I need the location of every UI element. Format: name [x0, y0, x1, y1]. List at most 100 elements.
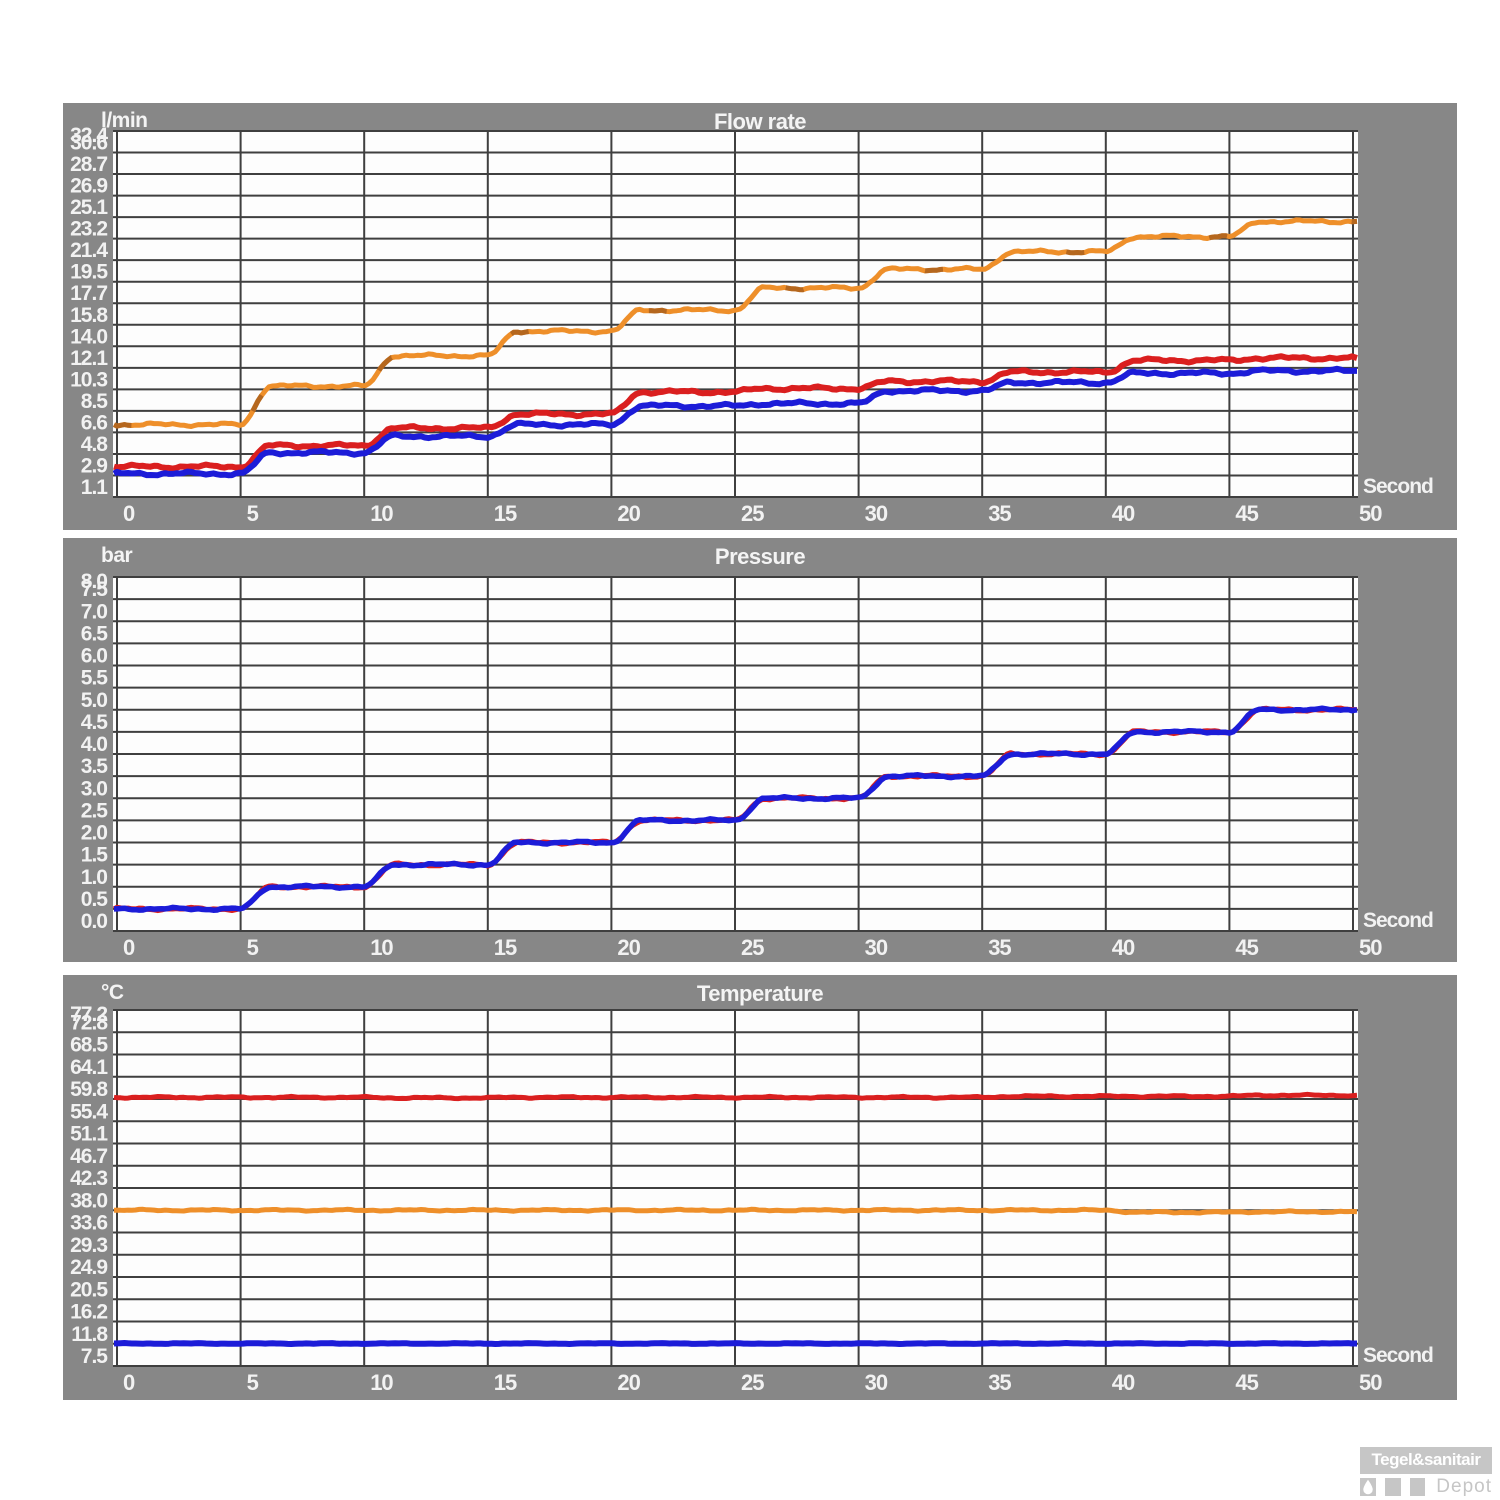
flow-rate-title: Flow rate	[713, 109, 807, 134]
x-tick-label: 45	[1235, 935, 1258, 960]
y-tick-label: 29.3	[70, 1234, 107, 1257]
y-tick-label: 7.5	[81, 1345, 109, 1368]
x-tick-label: 15	[494, 935, 517, 960]
y-tick-label: 14.0	[70, 325, 107, 348]
x-tick-label: 10	[370, 1370, 393, 1395]
series-lines	[113, 217, 1358, 479]
x-tick-label: 20	[617, 501, 640, 526]
orange-line	[113, 217, 1358, 429]
y-tick-label: 77.2	[70, 1003, 107, 1026]
pressure-unit-label: bar	[101, 544, 133, 567]
y-tick-label: 3.5	[81, 755, 109, 778]
y-tick-label: 10.3	[70, 368, 107, 391]
x-tick-label: 15	[494, 1370, 517, 1395]
x-tick-label: 50	[1359, 1370, 1382, 1395]
y-tick-label: 4.0	[81, 733, 108, 756]
x-axis-unit-label: Second	[1363, 475, 1433, 498]
y-tick-label: 8.0	[81, 570, 108, 593]
y-tick-label: 7.0	[81, 600, 108, 623]
pressure-chart: 0.00.51.01.52.02.53.03.54.04.55.05.56.06…	[81, 570, 1434, 960]
blue-line	[113, 1340, 1357, 1347]
x-tick-label: 10	[370, 501, 393, 526]
temperature-panel: °C Temperature 7.5 11.8 16.2 20.5 24.9 29.3 33…	[63, 975, 1457, 1400]
y-tick-label: 1.1	[81, 476, 109, 499]
x-tick-label: 15	[494, 501, 517, 526]
x-tick-label: 40	[1112, 1370, 1135, 1395]
y-tick-label: 4.8	[81, 433, 109, 456]
watermark-brand: Tegel&sanitair	[1360, 1447, 1492, 1474]
watermark-sub-label: Depot	[1436, 1476, 1492, 1497]
blue-line	[114, 705, 1358, 913]
x-tick-label: 25	[741, 501, 764, 526]
y-tick-label: 1.5	[81, 844, 109, 867]
y-tick-label: 28.7	[70, 153, 107, 176]
watermark-logo: Tegel&sanitair Depot	[1360, 1447, 1492, 1497]
y-tick-label: 68.5	[70, 1034, 108, 1057]
y-tick-label: 32.4	[70, 124, 108, 147]
x-tick-label: 35	[988, 1370, 1011, 1395]
y-tick-label: 12.1	[70, 347, 108, 370]
y-tick-label: 6.5	[81, 622, 109, 645]
y-tick-label: 6.6	[81, 411, 108, 434]
flow-rate-panel: l/min Flow rate 1.1 2.9 4.8 6.6 8.5 10.3 12.1 1…	[63, 103, 1457, 530]
y-tick-label: 64.1	[70, 1056, 108, 1079]
y-tick-label: 51.1	[70, 1123, 108, 1146]
y-tick-label: 25.1	[70, 196, 108, 219]
y-tick-label: 15.8	[70, 304, 108, 327]
x-tick-label: 0	[123, 935, 135, 960]
red-line	[113, 353, 1358, 472]
series-lines	[113, 1091, 1358, 1347]
x-axis-labels: 0 5 10 15 20 25 30 35 40 45 50	[123, 935, 1383, 960]
y-tick-label: 4.5	[81, 711, 109, 734]
red-line	[113, 1091, 1358, 1102]
y-tick-label: 17.7	[70, 282, 107, 305]
x-tick-label: 50	[1359, 501, 1382, 526]
y-axis-labels: 7.511.816.220.524.929.333.638.042.346.75…	[70, 1003, 109, 1368]
y-tick-label: 46.7	[70, 1145, 107, 1168]
x-tick-label: 45	[1235, 501, 1258, 526]
pressure-panel: bar Pressure 0.0 0.5 1.0 1.5 2.0 2.5 3.0 3.5 4.0…	[63, 538, 1457, 962]
y-axis-labels: 0.00.51.01.52.02.53.03.54.04.55.05.56.06…	[81, 570, 110, 933]
y-tick-label: 38.0	[70, 1189, 107, 1212]
watermark-square-icon	[1384, 1478, 1401, 1496]
y-tick-label: 30.6	[70, 132, 107, 155]
x-tick-label: 20	[617, 1370, 640, 1395]
y-tick-label: 26.9	[70, 175, 107, 198]
x-tick-label: 30	[865, 935, 888, 960]
x-tick-label: 25	[741, 1370, 764, 1395]
x-axis-unit-label: Second	[1363, 1344, 1433, 1367]
x-axis-labels: 0 5 10 15 20 25 30 35 40 45 50	[123, 501, 1383, 526]
x-tick-label: 5	[247, 935, 259, 960]
x-tick-label: 35	[988, 501, 1011, 526]
x-tick-label: 40	[1112, 501, 1135, 526]
temperature-title: Temperature	[696, 981, 824, 1006]
y-tick-label: 19.5	[70, 261, 108, 284]
x-tick-label: 5	[247, 501, 259, 526]
y-axis-labels: 1.12.94.86.68.510.312.114.015.817.719.52…	[70, 124, 109, 499]
droplet-icon	[1360, 1478, 1376, 1496]
x-axis-unit-label: Second	[1363, 909, 1433, 932]
y-tick-label: 55.4	[70, 1100, 108, 1123]
y-tick-label: 8.5	[81, 390, 109, 413]
x-tick-label: 5	[247, 1370, 259, 1395]
y-tick-label: 24.9	[70, 1256, 107, 1279]
x-tick-label: 10	[370, 935, 393, 960]
x-tick-label: 25	[741, 935, 764, 960]
y-tick-label: 3.0	[81, 777, 108, 800]
x-tick-label: 40	[1112, 935, 1135, 960]
series-lines	[113, 705, 1358, 914]
y-tick-label: 0.5	[81, 888, 109, 911]
y-tick-label: 7.5	[81, 578, 109, 601]
y-tick-label: 6.0	[81, 645, 108, 668]
x-tick-label: 50	[1359, 935, 1382, 960]
y-tick-label: 21.4	[70, 239, 108, 262]
x-tick-label: 0	[123, 501, 135, 526]
y-tick-label: 23.2	[70, 218, 107, 241]
y-tick-label: 2.5	[81, 799, 109, 822]
y-tick-label: 1.0	[81, 866, 108, 889]
pressure-title: Pressure	[714, 544, 806, 569]
y-tick-label: 11.8	[71, 1323, 108, 1346]
y-tick-label: 33.6	[70, 1212, 107, 1235]
y-tick-label: 0.0	[81, 910, 108, 933]
flow-rate-chart: 1.12.94.86.68.510.312.114.015.817.719.52…	[70, 124, 1434, 526]
